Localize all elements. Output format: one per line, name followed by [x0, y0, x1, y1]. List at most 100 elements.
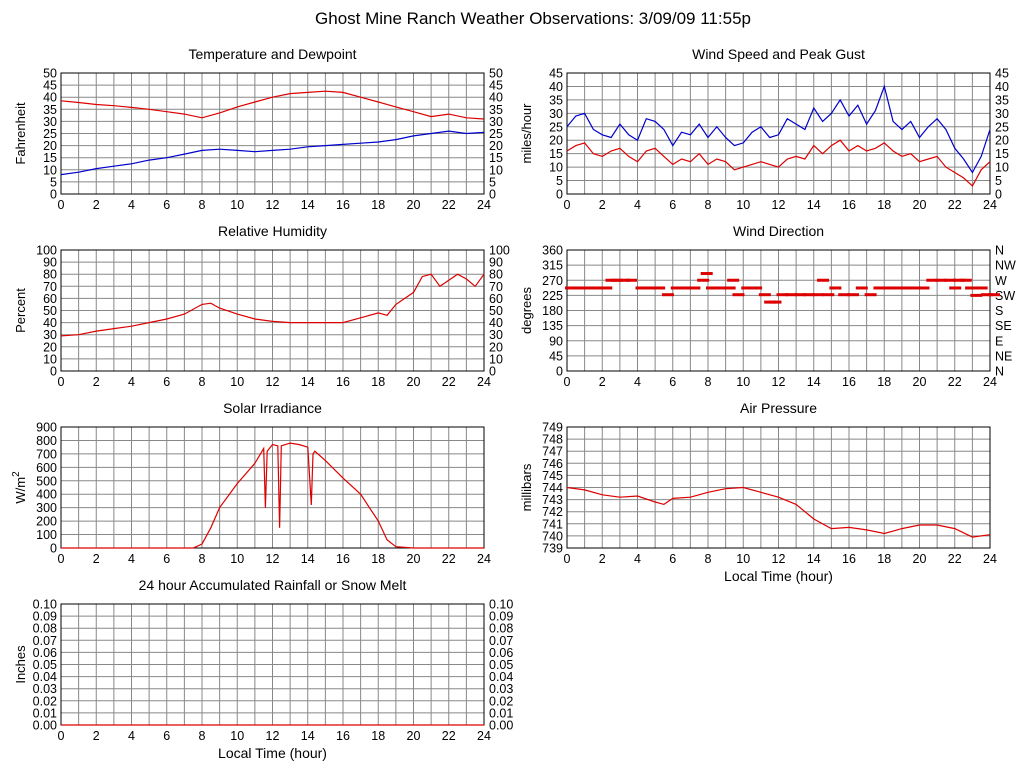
y-tick-label: 745 [542, 469, 563, 483]
y-tick-label: 100 [36, 528, 57, 542]
y-tick-label: 500 [36, 474, 57, 488]
y-tick-label-right: 45 [995, 67, 1009, 81]
data-point [653, 286, 666, 290]
data-point [769, 300, 782, 304]
y-tick-label-right: NE [995, 349, 1012, 363]
x-tick-label: 10 [230, 729, 244, 743]
x-tick-label: 4 [128, 729, 135, 743]
data-point [624, 278, 637, 282]
chart-temp: Temperature and Dewpoint0510152025303540… [13, 46, 503, 212]
x-tick-label: 4 [634, 198, 641, 212]
x-tick-label: 2 [93, 552, 100, 566]
x-tick-label: 4 [128, 375, 135, 389]
data-point [635, 286, 648, 290]
y-tick-label: 0.04 [33, 670, 57, 684]
x-tick-label: 6 [669, 375, 676, 389]
y-tick-label-right: 0.02 [489, 694, 513, 708]
y-tick-label: 30 [549, 107, 563, 121]
y-tick-label-right: 0.10 [489, 598, 513, 612]
chart-solar: Solar Irradiance010020030040050060070080… [11, 400, 491, 566]
y-tick-label: 40 [43, 91, 57, 105]
y-tick-label: 0.08 [33, 622, 57, 636]
y-tick-label: 30 [43, 328, 57, 342]
x-tick-label: 20 [407, 729, 421, 743]
data-point [644, 286, 657, 290]
y-tick-label-right: 10 [489, 352, 503, 366]
data-point [899, 286, 912, 290]
y-tick-label: 749 [542, 421, 563, 435]
x-tick-label: 14 [807, 198, 821, 212]
data-point [829, 286, 842, 290]
y-tick-label: 0 [556, 365, 563, 379]
data-point [776, 293, 789, 297]
data-point [838, 293, 851, 297]
x-tick-label: 8 [199, 729, 206, 743]
y-tick-label-right: S [995, 304, 1003, 318]
y-tick-label: 225 [542, 289, 563, 303]
y-tick-label-right: NW [995, 259, 1016, 273]
chart-title: Solar Irradiance [223, 400, 322, 416]
y-tick-label-right: 90 [489, 256, 503, 270]
y-tick-label: 35 [43, 103, 57, 117]
page-title: Ghost Mine Ranch Weather Observations: 3… [315, 9, 751, 28]
chart-title: Relative Humidity [218, 223, 327, 239]
y-tick-label-right: 70 [489, 280, 503, 294]
y-tick-label-right: 0 [489, 188, 496, 202]
data-point [926, 278, 939, 282]
x-tick-label: 0 [564, 375, 571, 389]
y-tick-label-right: 40 [489, 91, 503, 105]
data-point [949, 286, 962, 290]
x-tick-label: 18 [371, 552, 385, 566]
y-tick-label: 0.09 [33, 610, 57, 624]
x-tick-label: 16 [842, 552, 856, 566]
x-tick-label: 20 [913, 552, 927, 566]
y-tick-label: 748 [542, 433, 563, 447]
data-point [741, 286, 754, 290]
y-tick-label: 15 [549, 147, 563, 161]
x-tick-label: 4 [128, 198, 135, 212]
x-tick-label: 12 [266, 552, 280, 566]
y-axis-label: W/m2 [11, 471, 28, 504]
y-tick-label-right: 0.00 [489, 719, 513, 733]
x-tick-label: 8 [705, 198, 712, 212]
x-tick-label: 14 [301, 729, 315, 743]
data-point [980, 293, 993, 297]
y-tick-label: 25 [549, 120, 563, 134]
x-tick-label: 8 [199, 552, 206, 566]
data-point [688, 286, 701, 290]
x-tick-label: 16 [336, 552, 350, 566]
chart-winddir: Wind Direction04590135180225270315360NNE… [519, 223, 1016, 389]
x-tick-label: 2 [93, 375, 100, 389]
y-axis-label: degrees [519, 287, 534, 334]
x-tick-label: 20 [407, 552, 421, 566]
data-point [952, 278, 965, 282]
y-tick-label: 5 [556, 174, 563, 188]
x-tick-label: 12 [772, 375, 786, 389]
y-axis-label: miles/hour [519, 103, 534, 164]
data-point [817, 278, 830, 282]
y-axis-label: Inches [13, 645, 28, 684]
x-tick-label: 18 [877, 198, 891, 212]
y-tick-label: 30 [43, 115, 57, 129]
data-point [758, 293, 771, 297]
x-axis-label: Local Time (hour) [218, 745, 327, 761]
x-tick-label: 0 [58, 198, 65, 212]
y-tick-label-right: N [995, 244, 1004, 258]
x-tick-label: 10 [230, 198, 244, 212]
y-tick-label-right: 50 [489, 304, 503, 318]
y-tick-label-right: 15 [489, 151, 503, 165]
x-tick-label: 14 [807, 375, 821, 389]
series-line-dewpoint [60, 130, 485, 176]
y-tick-label: 360 [542, 244, 563, 258]
y-tick-label: 60 [43, 292, 57, 306]
x-tick-label: 22 [442, 198, 456, 212]
x-tick-label: 24 [477, 729, 491, 743]
series-line-relative-humidity [60, 273, 485, 337]
x-tick-label: 12 [266, 375, 280, 389]
y-tick-label: 742 [542, 505, 563, 519]
data-point [908, 286, 921, 290]
y-tick-label: 0 [556, 188, 563, 202]
x-tick-label: 18 [371, 198, 385, 212]
plot-border [566, 72, 991, 195]
